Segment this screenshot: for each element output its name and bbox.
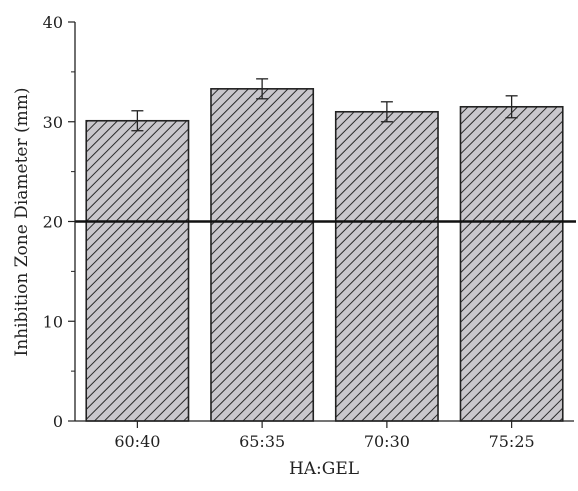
bar-65-35 — [210, 88, 315, 422]
x-axis-label: HA:GEL — [289, 459, 359, 479]
y-tick-label: 10 — [43, 312, 63, 331]
y-axis-label: Inhibition Zone Diameter (mm) — [12, 88, 32, 357]
x-tick-label: 65:35 — [239, 432, 285, 451]
bar-60-40 — [85, 119, 190, 422]
x-tick-label: 75:25 — [489, 432, 535, 451]
x-tick-label: 70:30 — [364, 432, 410, 451]
y-tick-label: 40 — [43, 13, 63, 32]
bars-layer — [85, 88, 564, 422]
axes-layer: 60:40 65:35 70:30 75:25 0 10 20 30 40 — [43, 13, 574, 451]
y-tick-label: 0 — [53, 412, 63, 431]
y-tick-label: 30 — [43, 113, 63, 132]
bar-70-30 — [334, 110, 439, 422]
x-tick-label: 60:40 — [114, 432, 160, 451]
error-bar-70-30 — [380, 101, 393, 123]
y-tick-label: 20 — [43, 213, 63, 232]
bar-75-25 — [459, 105, 564, 422]
error-bar-65-35 — [256, 78, 269, 100]
error-bars-layer — [131, 78, 518, 132]
error-bar-60-40 — [131, 110, 144, 132]
error-bar-75-25 — [505, 95, 518, 119]
